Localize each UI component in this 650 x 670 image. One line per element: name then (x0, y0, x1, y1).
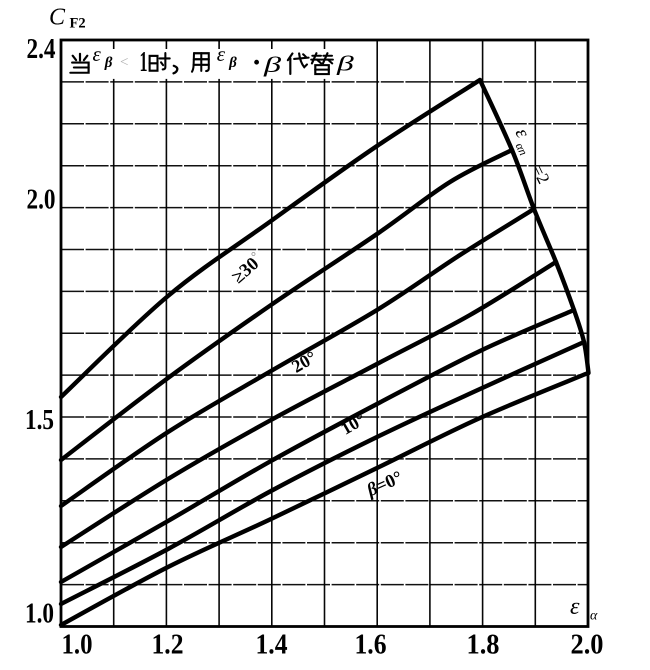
svg-text:1.6: 1.6 (355, 629, 387, 661)
svg-text:2.0: 2.0 (27, 184, 56, 216)
svg-text:ε: ε (217, 42, 226, 66)
svg-text:αn: αn (513, 140, 531, 157)
svg-text:β: β (263, 53, 282, 77)
svg-text:<: < (120, 55, 128, 71)
svg-text:1.0: 1.0 (62, 629, 93, 661)
svg-text:F2: F2 (70, 16, 86, 32)
svg-text:1.2: 1.2 (152, 629, 184, 661)
svg-text:2.0: 2.0 (571, 629, 604, 661)
svg-text:1: 1 (140, 46, 148, 78)
svg-text:β: β (336, 53, 354, 76)
svg-text:1.8: 1.8 (467, 629, 500, 661)
svg-text:1.4: 1.4 (256, 629, 288, 661)
svg-text:ε: ε (570, 594, 580, 620)
svg-text:2.4: 2.4 (27, 33, 56, 65)
svg-text:1.5: 1.5 (25, 404, 54, 436)
svg-text:C: C (49, 5, 66, 31)
svg-text:α: α (590, 609, 598, 624)
svg-text:β: β (228, 55, 237, 71)
svg-text:ε: ε (93, 42, 102, 66)
svg-text:1.0: 1.0 (25, 598, 54, 630)
svg-text:β: β (104, 55, 113, 71)
